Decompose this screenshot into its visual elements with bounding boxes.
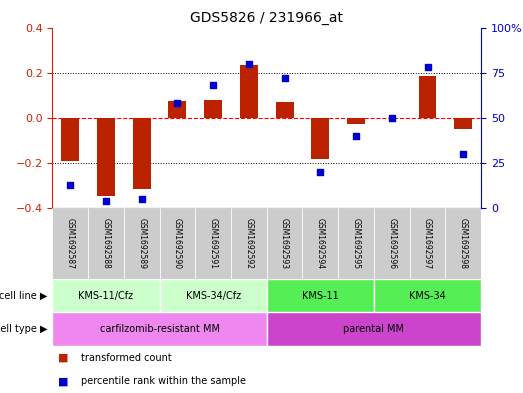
Bar [61,118,79,161]
Text: percentile rank within the sample: percentile rank within the sample [81,376,246,386]
Bar [267,312,481,346]
Bar [195,208,231,279]
Bar [204,100,222,118]
Text: KMS-34: KMS-34 [409,291,446,301]
Text: KMS-11: KMS-11 [302,291,339,301]
Text: GSM1692588: GSM1692588 [101,218,110,269]
Bar [418,76,437,118]
Text: cell line ▶: cell line ▶ [0,291,47,301]
Point [173,100,181,107]
Point [459,151,468,157]
Text: cell type ▶: cell type ▶ [0,324,47,334]
Bar [276,102,293,118]
Text: GSM1692597: GSM1692597 [423,218,432,269]
Point [209,82,218,88]
Bar [97,118,115,196]
Text: ■: ■ [58,376,68,386]
Point [352,133,360,139]
Text: KMS-11/Cfz: KMS-11/Cfz [78,291,133,301]
Bar [267,208,302,279]
Text: GSM1692592: GSM1692592 [244,218,253,269]
Text: GSM1692594: GSM1692594 [316,218,325,269]
Bar [231,208,267,279]
Bar [374,208,410,279]
Point [245,61,253,67]
Point [138,196,146,202]
Text: GSM1692595: GSM1692595 [351,218,360,269]
Bar [311,118,329,158]
Point [66,182,74,188]
Bar [160,208,195,279]
Bar [338,208,374,279]
Bar [410,208,446,279]
Text: GSM1692589: GSM1692589 [137,218,146,269]
Text: GSM1692596: GSM1692596 [388,218,396,269]
Bar [160,279,267,312]
Point [101,198,110,204]
Text: carfilzomib-resistant MM: carfilzomib-resistant MM [99,324,220,334]
Bar [52,312,267,346]
Bar [454,118,472,129]
Point [280,75,289,81]
Point [388,115,396,121]
Point [424,64,432,70]
Bar [124,208,160,279]
Bar [240,65,258,118]
Text: KMS-34/Cfz: KMS-34/Cfz [186,291,241,301]
Bar [374,279,481,312]
Text: GSM1692598: GSM1692598 [459,218,468,269]
Bar [347,118,365,123]
Text: ■: ■ [58,353,68,363]
Bar [267,279,374,312]
Bar [446,208,481,279]
Bar [88,208,124,279]
Title: GDS5826 / 231966_at: GDS5826 / 231966_at [190,11,343,25]
Text: GSM1692590: GSM1692590 [173,218,182,269]
Text: GSM1692587: GSM1692587 [66,218,75,269]
Text: parental MM: parental MM [344,324,404,334]
Bar [133,118,151,189]
Text: GSM1692593: GSM1692593 [280,218,289,269]
Bar [302,208,338,279]
Bar [52,208,88,279]
Text: GSM1692591: GSM1692591 [209,218,218,269]
Bar [52,279,160,312]
Text: transformed count: transformed count [81,353,172,363]
Bar [168,101,186,118]
Point [316,169,324,175]
